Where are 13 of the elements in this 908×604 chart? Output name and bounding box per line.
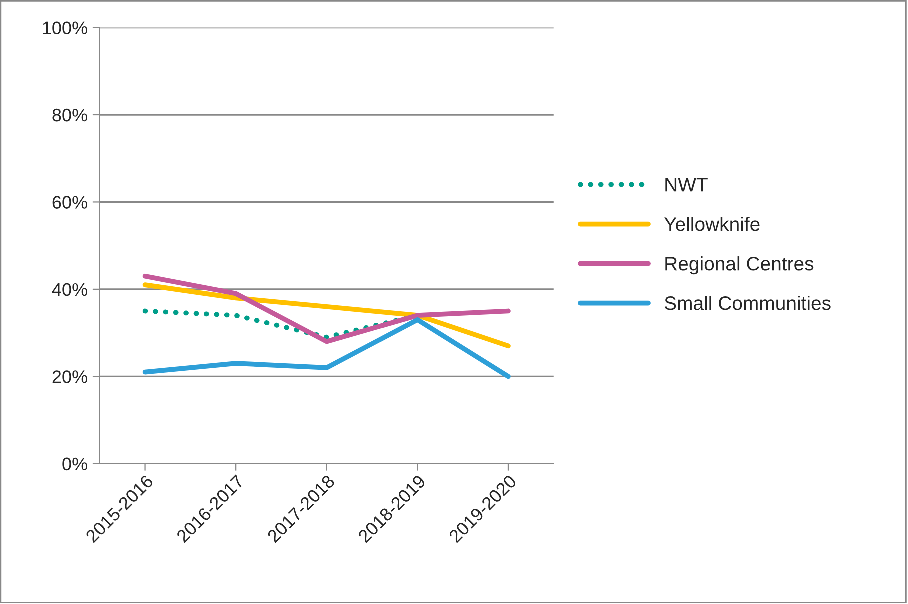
y-tick-label: 100% (43, 22, 88, 35)
line-series (142, 274, 511, 344)
legend-label: Regional Centres (666, 256, 814, 275)
line-series (142, 318, 511, 380)
y-tick-label: 20% (52, 370, 88, 384)
y-tick-label: 0% (62, 458, 88, 471)
y-tick-label: 60% (52, 196, 88, 209)
y-tick-label: 40% (52, 283, 88, 296)
y-tick-label: 80% (52, 108, 88, 122)
line-series (142, 282, 511, 349)
legend-label: Small Communities (664, 296, 831, 310)
legend-label: Yellowknife (664, 217, 760, 232)
legend-label: NWT (666, 178, 708, 192)
